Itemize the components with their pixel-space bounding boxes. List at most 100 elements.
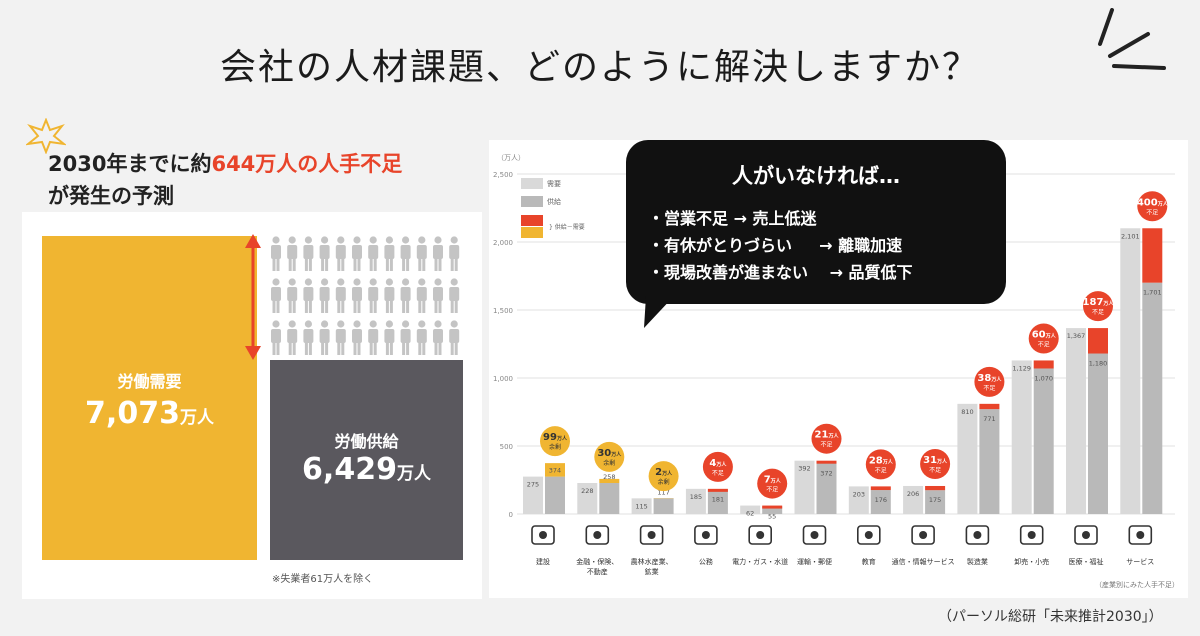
headline-prefix: 2030年までに約 (48, 152, 212, 176)
gap-badge-circle (702, 451, 733, 482)
person-icon (416, 236, 427, 271)
headline-highlight: 644万人の人手不足 (211, 152, 403, 176)
construction-icon (531, 525, 555, 545)
gap-badge-word: 不足 (820, 442, 832, 449)
gap-badge-circle (648, 461, 679, 492)
bar-label-demand: 206 (907, 490, 919, 498)
person-icon (433, 278, 443, 313)
bar-group: 228 258 (577, 473, 620, 514)
bar-demand (1066, 328, 1086, 514)
category-label: 鉱業 (645, 567, 659, 576)
category-label: 不動産 (587, 567, 608, 576)
bar-group: 392 372 (794, 460, 837, 514)
person-icon (384, 278, 395, 313)
bar-supply (925, 490, 946, 514)
gap-badge-word: 不足 (1038, 341, 1050, 348)
category-label: 農林水産業、 (631, 557, 673, 566)
person-icon (271, 236, 281, 271)
bar-shortage (816, 460, 837, 464)
bar-supply (1088, 353, 1108, 514)
supply-label: 労働供給 (334, 432, 399, 451)
bar-label-demand: 203 (853, 490, 865, 498)
gap-badge-word: 不足 (766, 487, 778, 494)
shortage-people-grid (271, 236, 460, 355)
bar-demand (903, 485, 924, 514)
bar-shortage (979, 403, 1000, 410)
gap-badge-circle (594, 441, 625, 472)
legend-swatch-supply (521, 196, 543, 207)
person-icon (352, 278, 362, 313)
person-icon (449, 236, 460, 271)
y-tick-label: 0 (509, 511, 513, 519)
bar-label-demand: 392 (798, 465, 810, 473)
labor-supply-block: 労働供給 6,429万人 (270, 360, 463, 560)
bar-surplus (545, 463, 565, 477)
person-icon (449, 320, 460, 355)
bar-shortage (1142, 228, 1163, 283)
bar-label-supply: 175 (929, 496, 941, 504)
gap-badge-circle (920, 448, 951, 479)
gap-badge-value: 2万人 (655, 467, 673, 478)
bar-label-supply: 258 (603, 473, 615, 481)
gap-badge-value: 30万人 (597, 448, 622, 459)
bar-label-supply: 372 (820, 469, 832, 477)
speech-bubble: 人がいなければ… ・営業不足 → 売上低迷 ・有休がとりづらい → 離職加速 ・… (626, 140, 1006, 304)
category-label: 金融・保険、 (576, 557, 618, 566)
bubble-title: 人がいなければ… (732, 164, 900, 188)
burst-icon (26, 118, 66, 154)
bar-supply (816, 463, 837, 514)
emphasis-lines-icon (1098, 8, 1166, 70)
bar-group: 1,367 1,180 (1066, 328, 1108, 514)
demand-value: 7,073 (85, 396, 180, 431)
bar-shortage (1088, 328, 1108, 354)
bar-label-supply: 176 (875, 496, 887, 504)
category-label: 運輸・郵便 (797, 557, 832, 566)
bar-demand (577, 482, 598, 514)
gap-badge-circle (757, 468, 788, 499)
gap-badge-word: 不足 (983, 385, 995, 392)
bar-label-supply: 117 (657, 488, 669, 496)
bar-label-demand: 275 (527, 481, 539, 489)
person-icon (384, 320, 395, 355)
category-label: 公務 (699, 557, 713, 566)
person-icon (303, 278, 314, 313)
bar-group: 2,101 1,701 (1120, 228, 1163, 514)
bubble-item: ・現場改善が進まない → 品質低下 (648, 263, 913, 282)
person-icon (287, 278, 298, 313)
person-icon (303, 236, 314, 271)
gap-badge-value: 7万人 (764, 475, 782, 486)
bar-demand (957, 403, 978, 514)
category-label: 医療・福祉 (1069, 557, 1104, 566)
person-icon (319, 278, 330, 313)
bar-group: 275 374 (523, 463, 565, 514)
cart-icon (1019, 525, 1044, 545)
person-icon (368, 320, 379, 355)
bar-demand (1120, 228, 1141, 514)
bar-demand (848, 486, 869, 514)
bar-group: 203 176 (848, 486, 891, 514)
bar-label-supply: 1,180 (1089, 360, 1108, 368)
person-icon (368, 278, 379, 313)
person-icon (287, 320, 298, 355)
labor-demand-block: 労働需要 7,073万人 (42, 236, 257, 560)
finance-icon (585, 525, 610, 545)
category-label: 通信・情報サービス (892, 557, 955, 566)
bar-supply (762, 506, 783, 514)
gap-badge-word: 不足 (929, 467, 941, 474)
person-icon (287, 236, 298, 271)
bar-label-demand: 2,101 (1121, 232, 1140, 240)
legend-label-gap: } 供給－需要 (549, 223, 585, 231)
person-icon (303, 320, 314, 355)
gap-badge-circle (811, 423, 842, 454)
person-icon (335, 278, 346, 313)
gap-badge-word: 余剰 (549, 443, 561, 451)
category-label: 建設 (536, 557, 550, 566)
y-tick-label: 2,500 (493, 171, 513, 179)
